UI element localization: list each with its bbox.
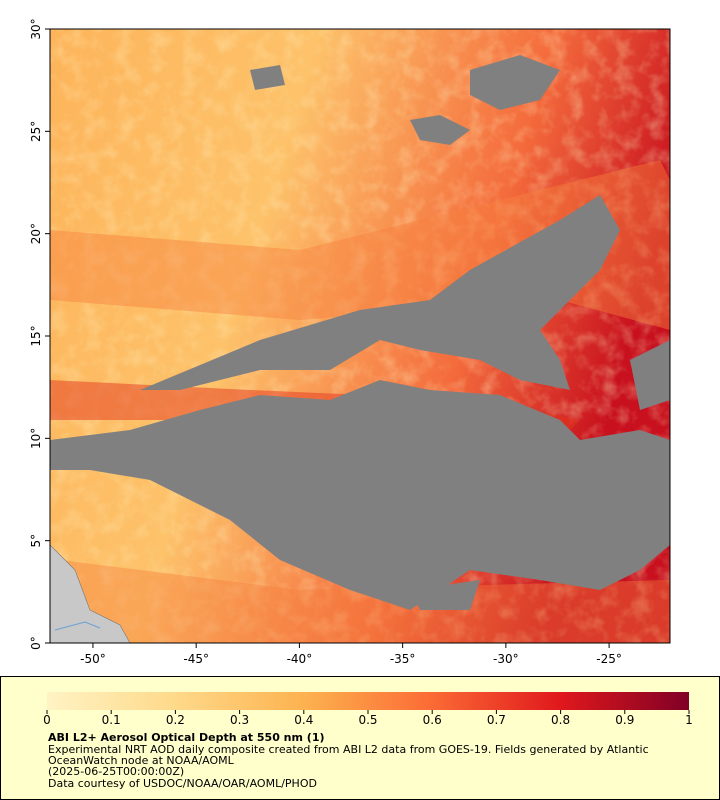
y-tick-label: 20° [29, 223, 43, 244]
x-tick-label: -25° [596, 652, 622, 666]
map-image [50, 29, 670, 643]
cloud-mask [50, 55, 670, 610]
land [50, 544, 131, 643]
colorbar-tick-label: 0.1 [102, 713, 121, 727]
x-tick-label: -50° [80, 652, 106, 666]
caption-line: (2025-06-25T00:00:00Z) [48, 765, 184, 778]
colorbar-tick-label: 0.7 [487, 713, 506, 727]
colorbar-tick-label: 0.5 [358, 713, 377, 727]
colorbar-tick-label: 0.9 [615, 713, 634, 727]
river [54, 621, 101, 631]
x-tick-label: -35° [390, 652, 416, 666]
y-tick-label: 15° [29, 325, 43, 346]
y-tick-label: 5° [29, 534, 43, 548]
caption-line: OceanWatch node at NOAA/AOML [48, 754, 235, 767]
y-tick-label: 30° [29, 18, 43, 39]
x-tick-label: -30° [493, 652, 519, 666]
x-tick-label: -45° [183, 652, 209, 666]
colorbar-tick-label: 0.8 [551, 713, 570, 727]
y-tick-label: 25° [29, 121, 43, 142]
colorbar-tick-label: 0.4 [294, 713, 313, 727]
y-tick-label: 0° [29, 636, 43, 650]
colorbar-tick-label: 0 [43, 713, 51, 727]
caption-line: Experimental NRT AOD daily composite cre… [48, 743, 649, 756]
caption-line: Data courtesy of USDOC/NOAA/OAR/AOML/PHO… [48, 777, 317, 790]
colorbar-tick-label: 0.3 [230, 713, 249, 727]
colorbar [47, 692, 689, 710]
colorbar-tick-label: 1 [685, 713, 693, 727]
caption-title: ABI L2+ Aerosol Optical Depth at 550 nm … [48, 731, 325, 744]
x-tick-label: -40° [287, 652, 313, 666]
y-tick-label: 10° [29, 428, 43, 449]
colorbar-tick-label: 0.6 [423, 713, 442, 727]
colorbar-tick-label: 0.2 [166, 713, 185, 727]
